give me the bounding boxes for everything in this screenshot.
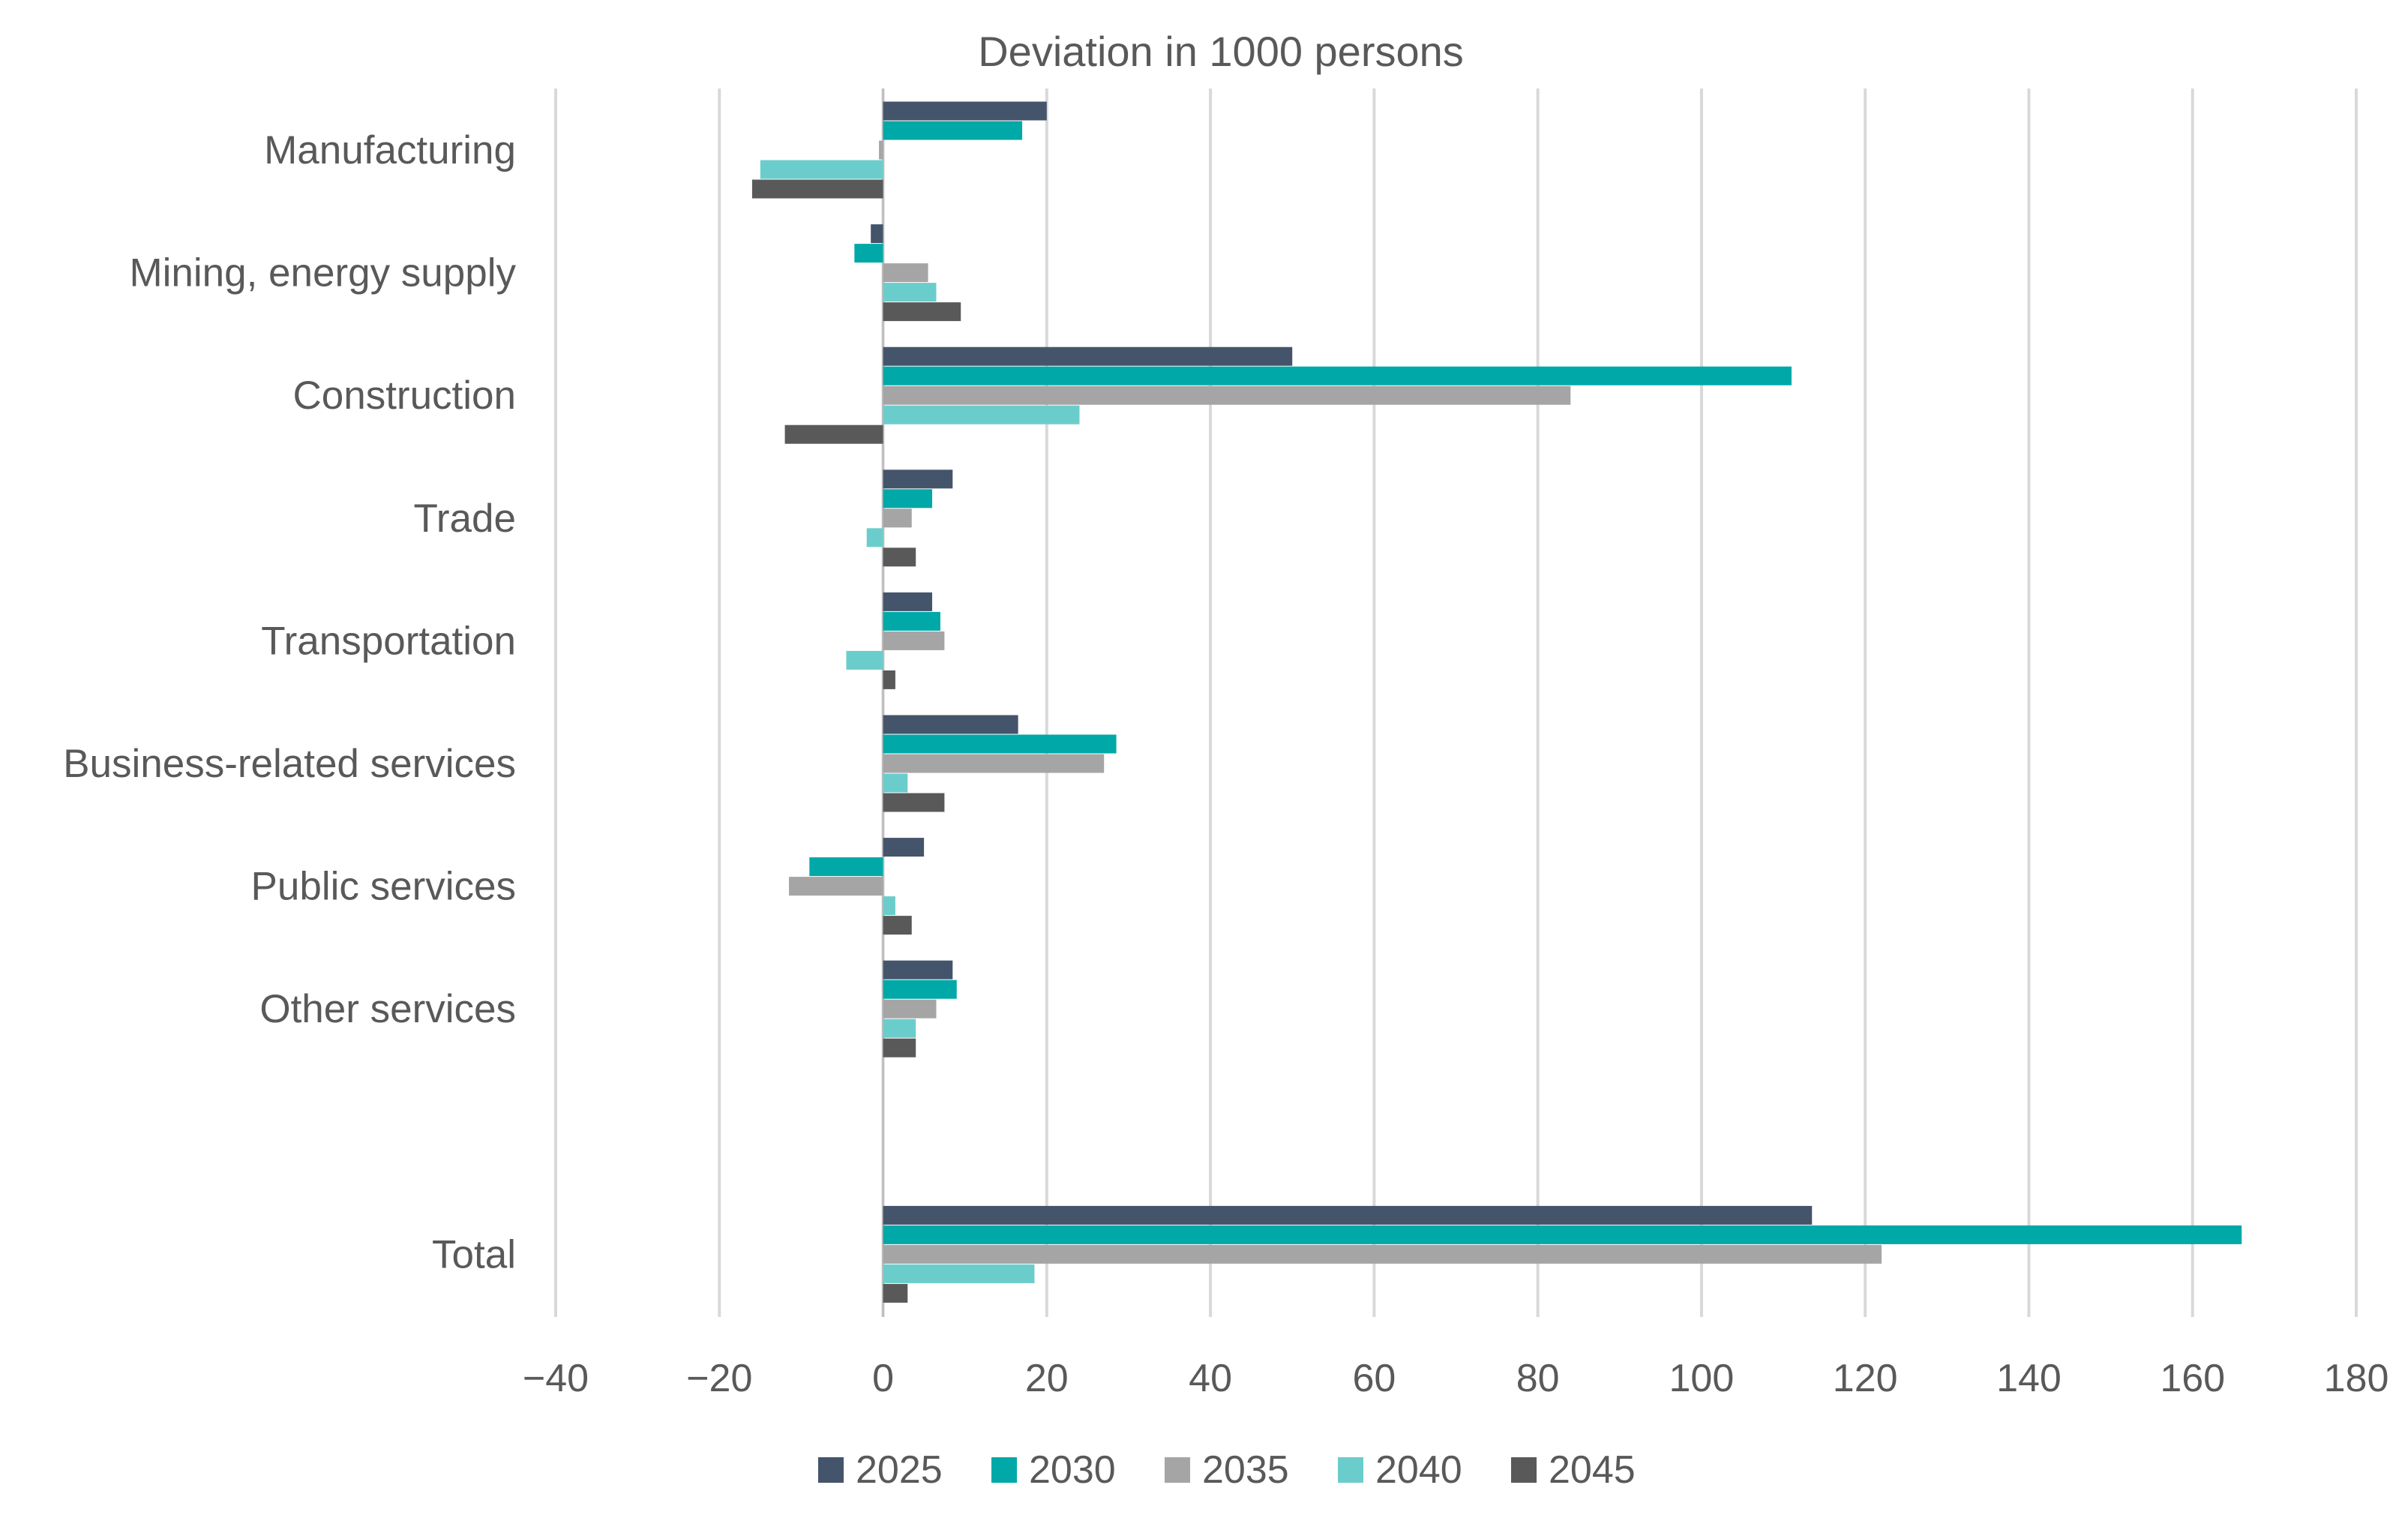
bar-2040 xyxy=(883,405,1080,424)
legend-label-2025: 2025 xyxy=(856,1448,943,1492)
bar-2025 xyxy=(883,470,953,489)
bar-2025 xyxy=(883,101,1047,121)
bar-2045 xyxy=(883,302,961,322)
x-tick-label: 100 xyxy=(1669,1357,1735,1400)
bar-2045 xyxy=(784,424,883,444)
bar-2035 xyxy=(883,999,937,1018)
bar-2040 xyxy=(883,896,895,916)
category-label: Business-related services xyxy=(63,742,516,786)
legend: 2025 2030 2035 2040 2045 xyxy=(818,1448,1636,1492)
bar-2045 xyxy=(883,1038,916,1058)
bar-2035 xyxy=(879,140,883,160)
bar-2045 xyxy=(883,670,895,689)
bar-2045 xyxy=(883,916,912,935)
category-labels: Manufacturing Mining, energy supply Constr… xyxy=(63,128,516,1276)
legend-swatch-2035 xyxy=(1165,1457,1190,1483)
legend-label-2030: 2030 xyxy=(1029,1448,1116,1492)
legend-swatch-2025 xyxy=(818,1457,844,1483)
bar-2040 xyxy=(883,773,908,793)
x-tick-label: 20 xyxy=(1025,1357,1069,1400)
legend-label-2035: 2035 xyxy=(1202,1448,1289,1492)
x-tick-label: −40 xyxy=(523,1357,589,1400)
x-tick-label: 40 xyxy=(1189,1357,1232,1400)
bar-2030 xyxy=(883,611,940,631)
bar-2035 xyxy=(883,263,928,283)
bar-2045 xyxy=(883,548,916,567)
legend-label-2040: 2040 xyxy=(1375,1448,1462,1492)
x-tick-label: 0 xyxy=(872,1357,894,1400)
chart-title: Deviation in 1000 persons xyxy=(978,28,1464,75)
bar-2030 xyxy=(883,734,1117,754)
legend-swatch-2040 xyxy=(1338,1457,1363,1483)
x-tick-label: 160 xyxy=(2160,1357,2225,1400)
bar-2030 xyxy=(883,1225,2242,1244)
bar-2040 xyxy=(883,283,937,302)
x-tick-label: 120 xyxy=(1833,1357,1898,1400)
category-label: Other services xyxy=(259,987,516,1031)
bar-2040 xyxy=(760,160,883,179)
bar-2040 xyxy=(883,1264,1035,1283)
bar-2040 xyxy=(846,650,883,670)
x-tick-label: 60 xyxy=(1352,1357,1396,1400)
bar-2025 xyxy=(883,346,1293,366)
legend-swatch-2030 xyxy=(991,1457,1017,1483)
bars xyxy=(751,101,2242,1303)
bar-2035 xyxy=(883,631,945,650)
bar-2030 xyxy=(809,857,883,877)
bar-2025 xyxy=(883,1205,1813,1225)
bar-2025 xyxy=(883,715,1018,734)
bar-2035 xyxy=(883,386,1571,405)
category-label: Construction xyxy=(292,374,516,418)
x-tick-labels: −40 −20 0 20 40 60 80 100 120 140 160 180 xyxy=(523,1357,2389,1400)
bar-2030 xyxy=(854,244,883,263)
x-tick-label: 180 xyxy=(2324,1357,2389,1400)
bar-2025 xyxy=(871,224,883,244)
category-label: Mining, energy supply xyxy=(129,251,516,296)
category-label: Total xyxy=(432,1232,516,1276)
x-tick-label: −20 xyxy=(686,1357,752,1400)
bar-2035 xyxy=(883,1244,1882,1264)
bar-2030 xyxy=(883,121,1023,140)
bar-2035 xyxy=(883,754,1105,773)
category-label: Manufacturing xyxy=(264,128,516,172)
x-tick-label: 140 xyxy=(1996,1357,2062,1400)
bar-2045 xyxy=(883,793,945,812)
bar-2030 xyxy=(883,366,1792,386)
category-label: Public services xyxy=(251,865,516,909)
bar-2045 xyxy=(751,179,883,199)
category-label: Transportation xyxy=(261,619,516,663)
category-label: Trade xyxy=(414,496,517,541)
legend-label-2045: 2045 xyxy=(1549,1448,1636,1492)
bar-2040 xyxy=(883,1018,916,1038)
bar-2030 xyxy=(883,489,933,508)
bar-2025 xyxy=(883,838,925,857)
bar-2025 xyxy=(883,592,933,611)
bar-2025 xyxy=(883,960,953,980)
bar-2040 xyxy=(866,528,883,548)
legend-swatch-2045 xyxy=(1511,1457,1537,1483)
bar-2035 xyxy=(789,877,883,896)
bar-2030 xyxy=(883,980,957,999)
x-tick-label: 80 xyxy=(1516,1357,1560,1400)
bar-2035 xyxy=(883,508,912,528)
bar-2045 xyxy=(883,1283,908,1303)
